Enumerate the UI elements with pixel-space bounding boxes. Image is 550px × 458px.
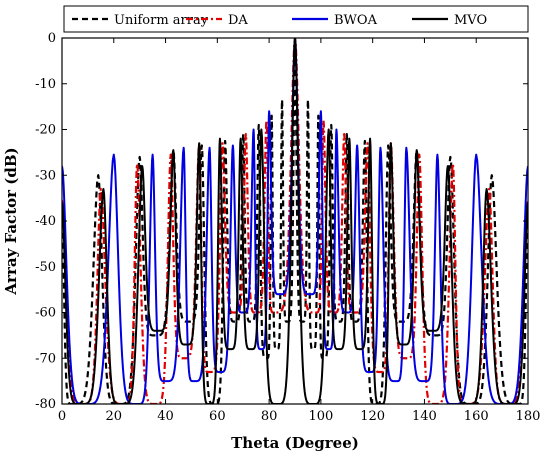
x-tick-label: 100 — [308, 409, 333, 424]
y-tick-label: -10 — [35, 77, 56, 92]
series-layer — [62, 38, 528, 404]
x-tick-label: 140 — [412, 409, 437, 424]
x-tick-label: 120 — [360, 409, 385, 424]
x-tick-label: 40 — [157, 409, 174, 424]
y-tick-label: -60 — [35, 306, 56, 321]
legend: Uniform array DA BWOA MVO — [63, 5, 529, 33]
x-tick-label: 60 — [209, 409, 226, 424]
y-axis-label: Array Factor (dB) — [2, 147, 20, 295]
series-line-uniform-array — [62, 38, 528, 404]
legend-label: MVO — [454, 13, 487, 28]
x-tick-label: 20 — [106, 409, 123, 424]
x-tick-label: 80 — [261, 409, 278, 424]
legend-label: DA — [228, 13, 248, 28]
y-tick-label: -30 — [35, 168, 56, 183]
y-tick-label: -20 — [35, 123, 56, 138]
y-axis-ticks: 0 -10 -20 -30 -40 -50 -60 -70 -80 — [35, 31, 528, 412]
y-tick-label: -70 — [35, 351, 56, 366]
x-tick-label: 0 — [58, 409, 66, 424]
legend-label: Uniform array — [114, 13, 209, 28]
series-line-bwoa — [62, 38, 528, 404]
x-tick-label: 160 — [464, 409, 489, 424]
x-tick-label: 180 — [516, 409, 541, 424]
y-tick-label: -80 — [35, 397, 56, 412]
legend-label: BWOA — [334, 13, 378, 28]
x-axis-label: Theta (Degree) — [231, 434, 359, 452]
y-tick-label: 0 — [48, 31, 56, 46]
y-tick-label: -50 — [35, 260, 56, 275]
series-line-da — [62, 38, 528, 404]
x-axis-ticks: 0 20 40 60 80 100 120 140 160 180 — [58, 38, 541, 424]
series-line-mvo — [62, 38, 528, 404]
y-tick-label: -40 — [35, 214, 56, 229]
